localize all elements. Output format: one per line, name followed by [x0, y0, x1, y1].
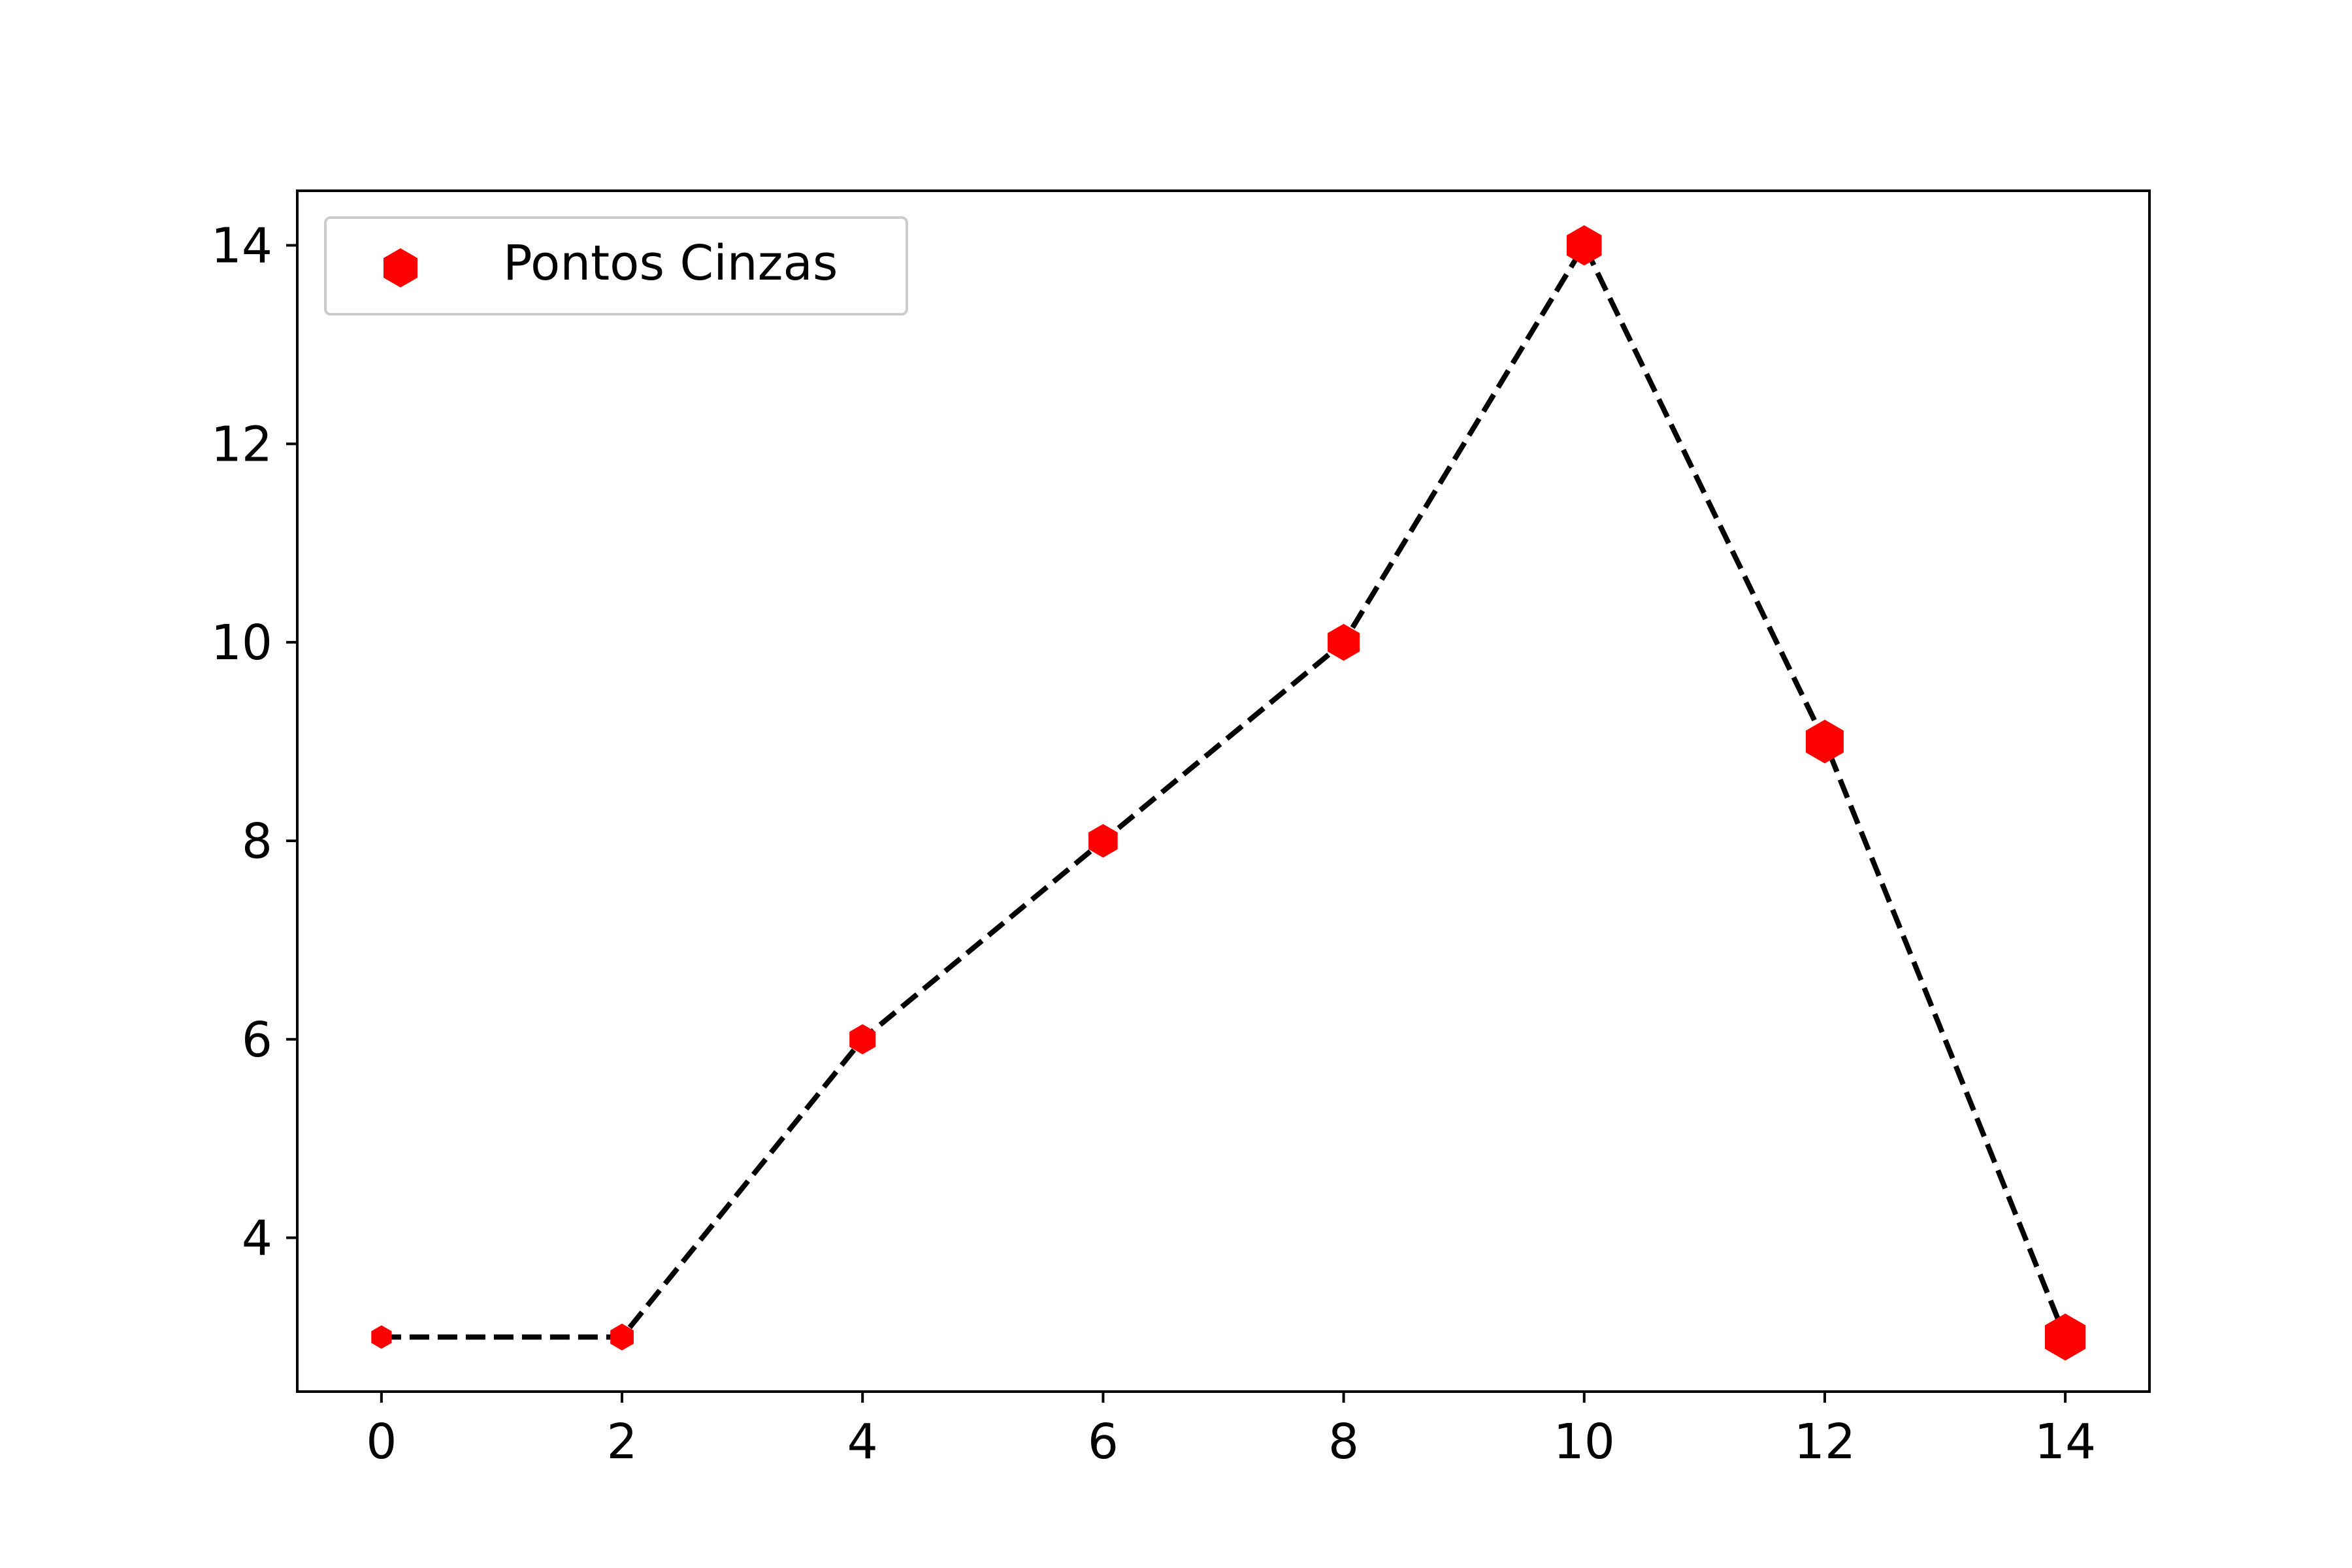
data-point-hexagon: [2045, 1313, 2086, 1361]
axes-frame: [296, 189, 2151, 1393]
data-point-hexagon: [1567, 225, 1602, 266]
y-tick-label: 6: [242, 1012, 272, 1068]
series-line-dashed: [381, 240, 2068, 1340]
legend-label: Pontos Cinzas: [503, 235, 838, 291]
legend-hexagon-icon: [384, 248, 417, 287]
legend-marker-hexagon: [384, 248, 417, 287]
data-point-hexagon: [371, 1325, 392, 1349]
data-point-hexagon: [849, 1024, 876, 1054]
y-tick-label: 12: [211, 416, 272, 472]
data-point-hexagon: [1806, 719, 1844, 764]
y-tick-label: 14: [211, 218, 272, 274]
x-tick-label: 2: [606, 1414, 637, 1470]
x-tick-label: 4: [847, 1414, 878, 1470]
y-tick-label: 8: [242, 813, 272, 870]
x-tick-label: 8: [1328, 1414, 1359, 1470]
plot-area: [371, 225, 2086, 1361]
y-tick-label: 4: [242, 1211, 272, 1267]
x-tick-label: 0: [366, 1414, 397, 1470]
x-tick-label: 12: [1794, 1414, 1855, 1470]
data-point-hexagon: [1328, 623, 1360, 661]
data-point-hexagon: [610, 1323, 634, 1350]
x-tick-label: 6: [1088, 1414, 1119, 1470]
y-tick-label: 10: [211, 615, 272, 671]
legend-frame: [324, 216, 908, 316]
x-tick-label: 14: [2034, 1414, 2096, 1470]
data-point-hexagon: [1088, 824, 1118, 858]
legend: Pontos Cinzas: [324, 216, 908, 316]
axes: 0 2 4 6 8 10 12 14 4 6 8 10 12 14: [211, 189, 2151, 1470]
x-tick-label: 10: [1554, 1414, 1615, 1470]
